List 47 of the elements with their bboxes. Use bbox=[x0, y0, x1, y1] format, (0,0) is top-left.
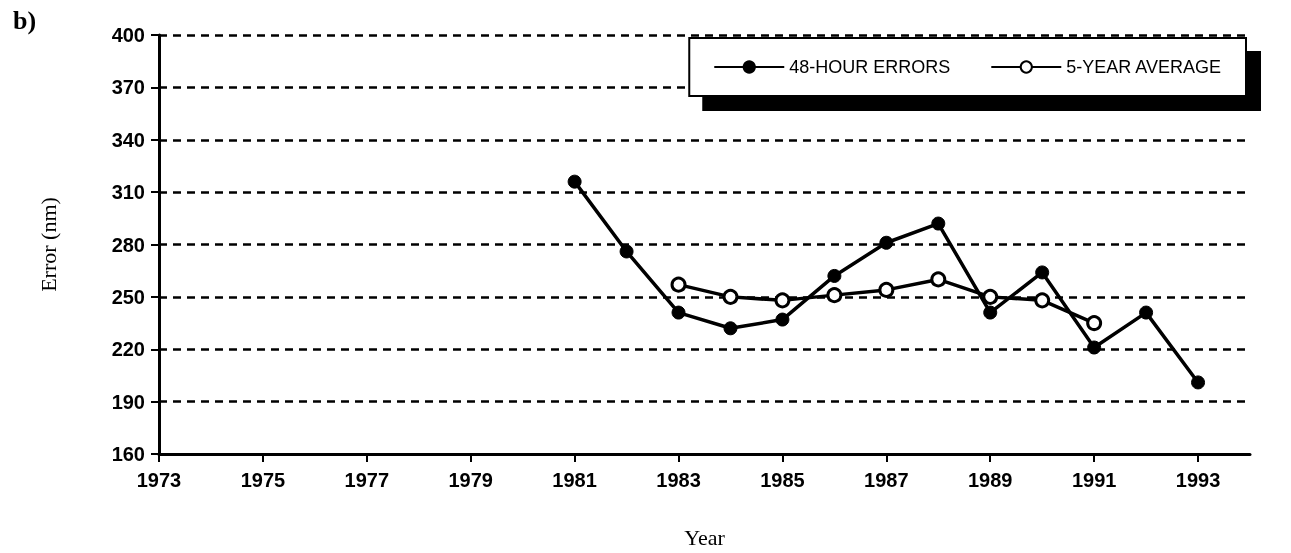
point bbox=[723, 321, 738, 336]
y-tick-label: 370 bbox=[111, 76, 145, 99]
point bbox=[567, 174, 582, 189]
y-axis-title: Error (nm) bbox=[35, 197, 61, 292]
x-tick-label: 1991 bbox=[1071, 469, 1117, 491]
x-tick-label: 1983 bbox=[656, 469, 701, 491]
y-tick-label: 250 bbox=[111, 285, 145, 308]
point bbox=[775, 312, 790, 327]
y-tick-label: 310 bbox=[111, 181, 145, 204]
x-tick-label: 1989 bbox=[967, 469, 1013, 491]
point bbox=[878, 281, 895, 298]
x-tick-label: 1985 bbox=[760, 469, 805, 491]
y-tick-label: 160 bbox=[111, 443, 145, 465]
point bbox=[931, 216, 946, 231]
point bbox=[1087, 340, 1102, 355]
y-tick-label: 340 bbox=[111, 128, 145, 151]
x-tick-label: 1973 bbox=[136, 469, 182, 491]
point bbox=[1086, 315, 1103, 332]
y-tick-label: 400 bbox=[111, 24, 145, 46]
x-tick-label: 1981 bbox=[552, 469, 597, 491]
y-tick-label: 190 bbox=[111, 390, 145, 413]
point bbox=[619, 244, 634, 259]
point bbox=[879, 235, 894, 250]
point bbox=[722, 288, 739, 305]
point bbox=[671, 305, 686, 320]
legend-label: 48-HOUR ERRORS bbox=[789, 57, 951, 77]
x-tick-label: 1979 bbox=[448, 469, 493, 491]
point bbox=[774, 292, 791, 309]
x-tick-label: 1993 bbox=[1175, 469, 1221, 491]
x-axis-title: Year bbox=[684, 524, 726, 550]
point bbox=[983, 305, 998, 320]
chart-title: b) bbox=[13, 5, 37, 35]
point bbox=[1191, 375, 1206, 390]
y-tick-label: 220 bbox=[111, 338, 145, 361]
x-tick-label: 1977 bbox=[344, 469, 390, 491]
point bbox=[1034, 292, 1051, 309]
x-tick-label: 1975 bbox=[240, 469, 286, 491]
point bbox=[982, 288, 999, 305]
point bbox=[930, 271, 947, 288]
point bbox=[670, 276, 687, 293]
point bbox=[826, 287, 843, 304]
x-tick-label: 1987 bbox=[864, 469, 909, 491]
y-tick-label: 280 bbox=[111, 233, 145, 256]
point bbox=[1139, 305, 1154, 320]
point bbox=[1035, 265, 1050, 280]
point bbox=[827, 268, 842, 283]
legend-label: 5-YEAR AVERAGE bbox=[1066, 57, 1222, 77]
